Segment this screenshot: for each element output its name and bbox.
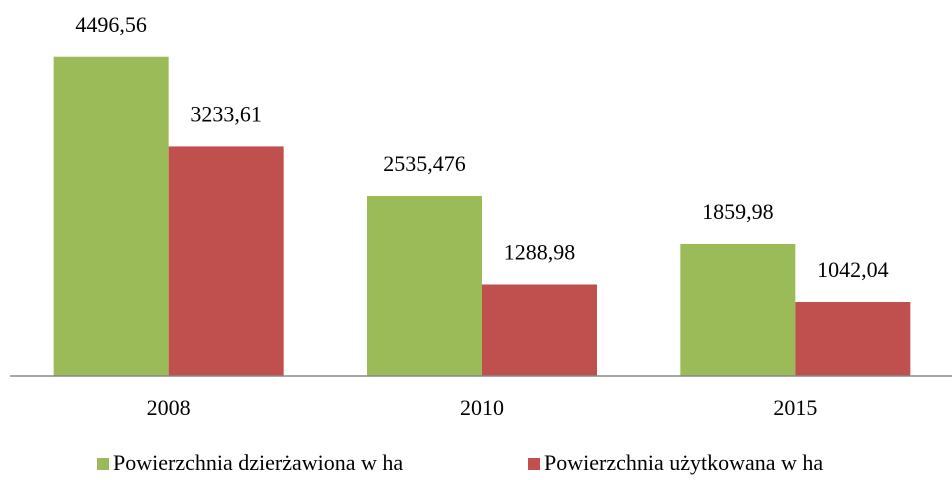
- bar: [795, 302, 911, 376]
- x-tick-label: 2010: [460, 395, 504, 420]
- data-label: 1859,98: [702, 199, 774, 224]
- x-tick-label: 2015: [773, 395, 817, 420]
- bar: [53, 56, 169, 377]
- data-label: 1042,04: [817, 257, 889, 282]
- legend-label: Powierzchnia dzierżawiona w ha: [113, 450, 403, 475]
- bar: [367, 195, 482, 376]
- data-label: 1288,98: [504, 240, 576, 265]
- legend-label: Powierzchnia użytkowana w ha: [544, 450, 823, 475]
- legend-swatch: [528, 458, 540, 470]
- legend-swatch: [97, 458, 109, 470]
- x-tick-label: 2008: [147, 395, 191, 420]
- bar: [168, 146, 284, 376]
- data-label: 3233,61: [190, 101, 262, 126]
- bar: [482, 284, 597, 376]
- data-label: 2535,476: [383, 151, 466, 176]
- bar: [680, 243, 796, 376]
- data-label: 4496,56: [75, 12, 147, 37]
